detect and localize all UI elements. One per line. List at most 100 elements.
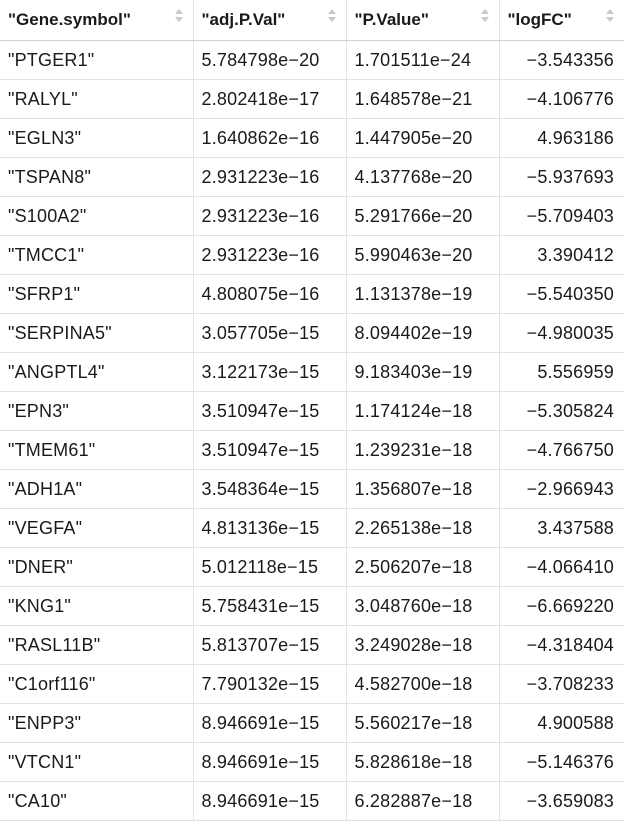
p-value-cell: 5.560217e−18 — [346, 703, 500, 743]
gene-symbol-cell: "ENPP3" — [0, 703, 194, 743]
table-row: "EGLN3" 1.640862e−16 1.447905e−20 4.963186 — [0, 118, 624, 158]
adj-p-val-cell: 8.946691e−15 — [193, 703, 347, 743]
adj-p-val-cell: 4.808075e−16 — [193, 274, 347, 314]
p-value-cell: 1.447905e−20 — [346, 118, 500, 158]
sort-icon[interactable] — [606, 8, 614, 24]
logfc-cell: −5.540350 — [499, 274, 624, 314]
table-row: "EPN3" 3.510947e−15 1.174124e−18 −5.305824 — [0, 391, 624, 431]
gene-symbol-cell: "EPN3" — [0, 391, 194, 431]
logfc-cell: −5.709403 — [499, 196, 624, 236]
column-header-label: "Gene.symbol" — [8, 10, 131, 29]
p-value-cell: 4.582700e−18 — [346, 664, 500, 704]
table-row: "TMCC1" 2.931223e−16 5.990463e−20 3.390412 — [0, 235, 624, 275]
adj-p-val-cell: 2.931223e−16 — [193, 196, 347, 236]
adj-p-val-cell: 2.931223e−16 — [193, 157, 347, 197]
logfc-cell: −5.937693 — [499, 157, 624, 197]
gene-symbol-cell: "EGLN3" — [0, 118, 194, 158]
table-row: "TSPAN8" 2.931223e−16 4.137768e−20 −5.93769… — [0, 157, 624, 197]
p-value-cell: 1.648578e−21 — [346, 79, 500, 119]
table-row: "SFRP1" 4.808075e−16 1.131378e−19 −5.540350 — [0, 274, 624, 314]
sort-icon[interactable] — [174, 8, 183, 24]
gene-symbol-cell: "TSPAN8" — [0, 157, 194, 197]
gene-symbol-cell: "SERPINA5" — [0, 313, 194, 353]
table-row: "VEGFA" 4.813136e−15 2.265138e−18 3.437588 — [0, 508, 624, 548]
adj-p-val-cell: 4.813136e−15 — [193, 508, 347, 548]
gene-symbol-cell: "KNG1" — [0, 586, 194, 626]
column-header-label: "adj.P.Val" — [201, 10, 286, 29]
logfc-cell: 4.900588 — [499, 703, 624, 743]
logfc-cell: −4.106776 — [499, 79, 624, 119]
gene-symbol-cell: "ANGPTL4" — [0, 352, 194, 392]
logfc-cell: −4.766750 — [499, 430, 624, 470]
gene-symbol-cell: "S100A2" — [0, 196, 194, 236]
header-row: "Gene.symbol" "adj.P.Val" "P.Value" "log… — [0, 0, 624, 41]
logfc-cell: −3.659083 — [499, 781, 624, 821]
column-header-gene-symbol[interactable]: "Gene.symbol" — [0, 0, 194, 41]
adj-p-val-cell: 5.813707e−15 — [193, 625, 347, 665]
column-header-adj-p-val[interactable]: "adj.P.Val" — [193, 0, 347, 41]
table-row: "VTCN1" 8.946691e−15 5.828618e−18 −5.146376 — [0, 742, 624, 782]
adj-p-val-cell: 3.510947e−15 — [193, 391, 347, 431]
sort-icon[interactable] — [480, 8, 489, 24]
logfc-cell: 3.390412 — [499, 235, 624, 275]
gene-symbol-cell: "RALYL" — [0, 79, 194, 119]
table-row: "DNER" 5.012118e−15 2.506207e−18 −4.066410 — [0, 547, 624, 587]
gene-symbol-cell: "VEGFA" — [0, 508, 194, 548]
column-header-label: "logFC" — [507, 10, 572, 29]
logfc-cell: −5.305824 — [499, 391, 624, 431]
table-row: "ENPP3" 8.946691e−15 5.560217e−18 4.900588 — [0, 703, 624, 743]
column-header-logfc[interactable]: "logFC" — [499, 0, 624, 41]
table-row: "TMEM61" 3.510947e−15 1.239231e−18 −4.76675… — [0, 430, 624, 470]
adj-p-val-cell: 1.640862e−16 — [193, 118, 347, 158]
adj-p-val-cell: 7.790132e−15 — [193, 664, 347, 704]
table-row: "ANGPTL4" 3.122173e−15 9.183403e−19 5.55695… — [0, 352, 624, 392]
logfc-cell: 3.437588 — [499, 508, 624, 548]
adj-p-val-cell: 5.012118e−15 — [193, 547, 347, 587]
logfc-cell: −3.708233 — [499, 664, 624, 704]
table-row: "KNG1" 5.758431e−15 3.048760e−18 −6.669220 — [0, 586, 624, 626]
sort-icon[interactable] — [327, 8, 336, 24]
adj-p-val-cell: 5.784798e−20 — [193, 40, 347, 80]
gene-symbol-cell: "CA10" — [0, 781, 194, 821]
adj-p-val-cell: 3.548364e−15 — [193, 469, 347, 509]
table-row: "C1orf116" 7.790132e−15 4.582700e−18 −3.708… — [0, 664, 624, 704]
table-row: "ADH1A" 3.548364e−15 1.356807e−18 −2.966943 — [0, 469, 624, 509]
p-value-cell: 5.990463e−20 — [346, 235, 500, 275]
gene-symbol-cell: "C1orf116" — [0, 664, 194, 704]
column-header-label: "P.Value" — [354, 10, 429, 29]
p-value-cell: 9.183403e−19 — [346, 352, 500, 392]
table-body: "PTGER1" 5.784798e−20 1.701511e−24 −3.54335… — [0, 40, 624, 821]
logfc-cell: −2.966943 — [499, 469, 624, 509]
p-value-cell: 1.356807e−18 — [346, 469, 500, 509]
adj-p-val-cell: 8.946691e−15 — [193, 781, 347, 821]
gene-symbol-cell: "RASL11B" — [0, 625, 194, 665]
p-value-cell: 2.265138e−18 — [346, 508, 500, 548]
table-row: "CA10" 8.946691e−15 6.282887e−18 −3.659083 — [0, 781, 624, 821]
p-value-cell: 8.094402e−19 — [346, 313, 500, 353]
gene-symbol-cell: "DNER" — [0, 547, 194, 587]
adj-p-val-cell: 3.057705e−15 — [193, 313, 347, 353]
table-row: "RASL11B" 5.813707e−15 3.249028e−18 −4.3184… — [0, 625, 624, 665]
logfc-cell: 4.963186 — [499, 118, 624, 158]
p-value-cell: 3.048760e−18 — [346, 586, 500, 626]
logfc-cell: −4.980035 — [499, 313, 624, 353]
p-value-cell: 1.174124e−18 — [346, 391, 500, 431]
adj-p-val-cell: 3.510947e−15 — [193, 430, 347, 470]
table-row: "PTGER1" 5.784798e−20 1.701511e−24 −3.54335… — [0, 40, 624, 80]
gene-symbol-cell: "ADH1A" — [0, 469, 194, 509]
adj-p-val-cell: 2.802418e−17 — [193, 79, 347, 119]
p-value-cell: 6.282887e−18 — [346, 781, 500, 821]
p-value-cell: 1.701511e−24 — [346, 40, 500, 80]
adj-p-val-cell: 3.122173e−15 — [193, 352, 347, 392]
p-value-cell: 3.249028e−18 — [346, 625, 500, 665]
column-header-p-value[interactable]: "P.Value" — [346, 0, 500, 41]
p-value-cell: 5.828618e−18 — [346, 742, 500, 782]
table-row: "RALYL" 2.802418e−17 1.648578e−21 −4.106776 — [0, 79, 624, 119]
gene-symbol-cell: "VTCN1" — [0, 742, 194, 782]
logfc-cell: −4.318404 — [499, 625, 624, 665]
p-value-cell: 2.506207e−18 — [346, 547, 500, 587]
adj-p-val-cell: 2.931223e−16 — [193, 235, 347, 275]
gene-symbol-cell: "SFRP1" — [0, 274, 194, 314]
adj-p-val-cell: 5.758431e−15 — [193, 586, 347, 626]
